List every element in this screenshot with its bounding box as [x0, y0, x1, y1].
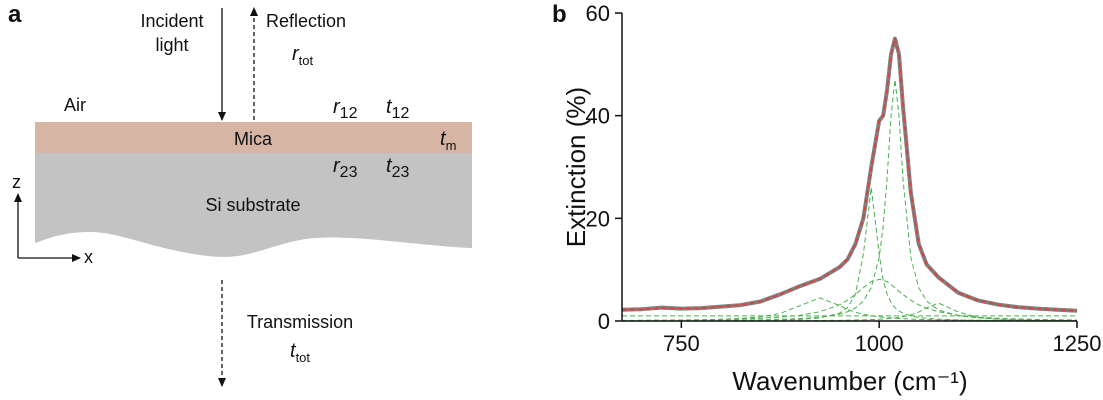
panel-label: a	[8, 1, 22, 28]
air-label: Air	[64, 95, 86, 115]
tm: tm	[440, 128, 456, 153]
y-tick-label: 40	[586, 104, 610, 129]
panel-b: b Wavenumber (cm⁻¹) Extinction (%) 0 20 40…	[552, 1, 1101, 396]
subscript: 12	[340, 105, 358, 122]
panel-a: a Incident light Reflection rtot Air r12…	[8, 1, 472, 387]
t-tot: ttot	[290, 340, 310, 365]
r-tot: rtot	[292, 43, 314, 68]
subscript: tot	[296, 350, 311, 365]
incident-label: Incident	[140, 11, 203, 31]
t23: t23	[386, 155, 409, 181]
subscript: 12	[392, 105, 410, 122]
series-line	[621, 278, 1078, 321]
series-line	[621, 297, 1078, 322]
incident-label: light	[155, 35, 188, 55]
x-tick-label: 750	[663, 331, 700, 356]
symbol: r	[333, 96, 341, 118]
subscript: m	[446, 138, 457, 153]
series-line	[621, 79, 1078, 322]
z-label: z	[12, 172, 21, 192]
mica-layer	[35, 122, 472, 153]
mica-label: Mica	[234, 129, 273, 149]
panel-label: b	[552, 1, 567, 28]
series-line	[621, 36, 1078, 313]
x-label: x	[84, 247, 93, 267]
symbol: r	[292, 43, 300, 65]
y-tick-label: 0	[598, 309, 610, 334]
r23: r23	[333, 155, 358, 181]
t12: t12	[386, 96, 409, 122]
subscript: 23	[340, 164, 358, 181]
y-tick-label: 60	[586, 1, 610, 26]
subscript: 23	[392, 164, 410, 181]
substrate-label: Si substrate	[205, 195, 300, 215]
r12: r12	[333, 96, 358, 122]
subscript: tot	[299, 53, 314, 68]
symbol: r	[333, 155, 341, 177]
y-axis-title: Extinction (%)	[561, 87, 591, 247]
reflection-label: Reflection	[266, 11, 346, 31]
symbol: t	[440, 128, 447, 150]
x-tick-label: 1000	[855, 331, 904, 356]
x-axis-title: Wavenumber (cm⁻¹)	[732, 366, 967, 396]
x-tick-label: 1250	[1053, 331, 1102, 356]
y-tick-label: 20	[586, 206, 610, 231]
symbol: t	[386, 155, 393, 177]
series-line	[621, 37, 1078, 312]
symbol: t	[386, 96, 393, 118]
symbol: t	[290, 340, 297, 362]
transmission-label: Transmission	[247, 312, 353, 332]
substrate-layer	[35, 153, 472, 257]
